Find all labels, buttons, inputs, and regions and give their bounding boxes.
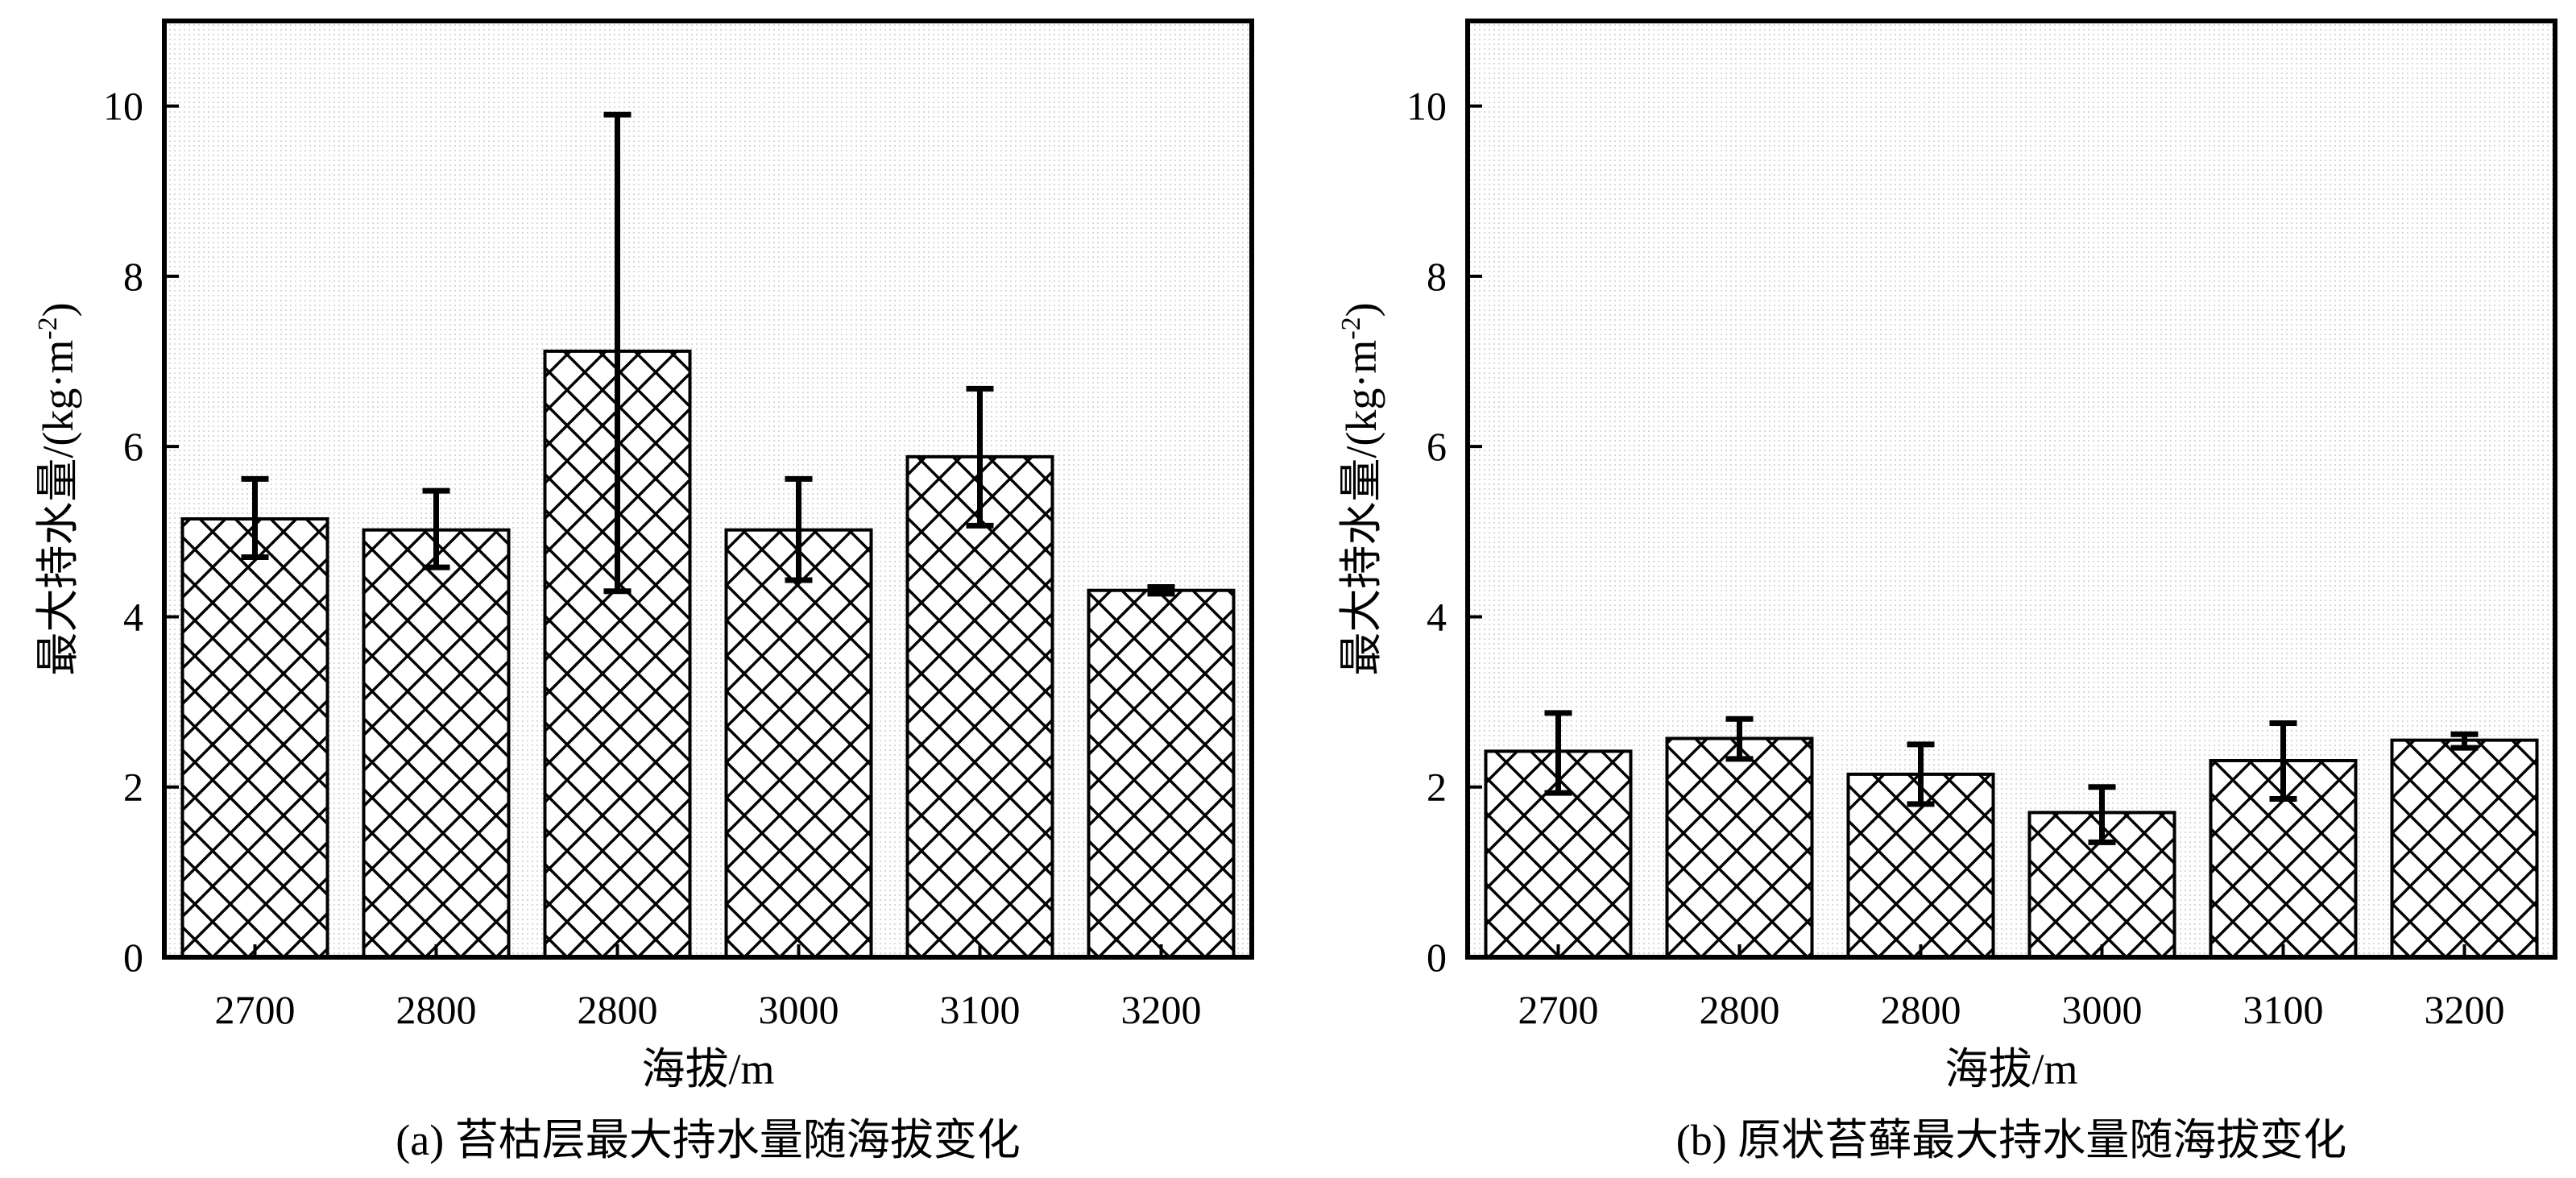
bar <box>2390 738 2539 959</box>
error-bars <box>241 111 1175 597</box>
error-bars <box>1544 710 2479 845</box>
y-axis-label-sup: -2 <box>1336 317 1366 339</box>
chart-panel-a: 0 2 4 6 8 10 2700 2800 2800 3000 3100 3200 海拔/m 最大… <box>33 19 1254 1164</box>
x-tick-label: 2700 <box>215 987 296 1032</box>
y-axis-label-close: ) <box>34 302 82 317</box>
bar <box>724 528 873 959</box>
y-axis-ticks: 0 2 4 6 8 10 <box>103 84 179 980</box>
bar <box>362 528 511 959</box>
y-axis-label-close: ) <box>1337 302 1385 317</box>
chart-caption-a: (a) 苔枯层最大持水量随海拔变化 <box>396 1116 1020 1164</box>
error-bar <box>1725 716 1754 762</box>
error-bar <box>966 385 994 529</box>
error-bar <box>1907 741 1935 807</box>
y-axis-label-sup: -2 <box>33 317 63 339</box>
x-tick-label: 2700 <box>1518 987 1599 1032</box>
y-tick-label: 10 <box>1406 84 1447 129</box>
bar <box>1665 736 1814 959</box>
y-axis-label-main: 最大持水量/(kg·m <box>1337 340 1385 676</box>
x-tick-label: 3100 <box>2243 987 2324 1032</box>
error-bar <box>2269 720 2297 803</box>
bar <box>180 516 329 959</box>
plot-area <box>1468 21 2555 957</box>
y-axis-ticks: 0 2 4 6 8 10 <box>1406 84 1482 980</box>
x-tick-label: 2800 <box>1881 987 1961 1032</box>
x-tick-label: 3000 <box>2062 987 2143 1032</box>
y-axis-label-main: 最大持水量/(kg·m <box>34 340 82 676</box>
plot-frame <box>162 19 1254 960</box>
error-bar <box>1147 583 1175 597</box>
error-bar <box>2088 784 2116 845</box>
y-tick-label: 6 <box>123 424 143 469</box>
error-bar <box>603 111 632 595</box>
error-bar <box>1544 710 1572 796</box>
chart-panel-b: 0 2 4 6 8 10 2700 2800 2800 3000 3100 3200 海拔/m 最大… <box>1336 19 2557 1164</box>
y-tick-label: 2 <box>123 765 143 810</box>
error-bar <box>422 487 450 570</box>
bar <box>905 454 1054 959</box>
y-tick-label: 4 <box>1427 594 1447 639</box>
x-axis-ticks: 2700 2800 2800 3000 3100 3200 <box>1518 944 2505 1032</box>
y-axis-label: 最大持水量/(kg·m-2) <box>1336 302 1385 675</box>
y-tick-label: 0 <box>1427 935 1447 980</box>
x-tick-label: 3200 <box>1121 987 1202 1032</box>
x-tick-label: 3000 <box>759 987 839 1032</box>
error-bar <box>785 475 813 583</box>
bar <box>1087 588 1236 959</box>
x-tick-label: 3100 <box>940 987 1021 1032</box>
error-bar <box>241 475 269 561</box>
y-tick-label: 6 <box>1427 424 1447 469</box>
y-tick-label: 4 <box>123 594 143 639</box>
chart-caption-b: (b) 原状苔藓最大持水量随海拔变化 <box>1676 1116 2346 1164</box>
x-axis-ticks: 2700 2800 2800 3000 3100 3200 <box>215 944 1202 1032</box>
plot-frame <box>1465 19 2557 960</box>
x-tick-label: 2800 <box>396 987 477 1032</box>
x-axis-label: 海拔/m <box>641 1045 774 1093</box>
plot-area <box>164 21 1252 957</box>
y-tick-label: 0 <box>123 935 143 980</box>
y-tick-label: 2 <box>1427 765 1447 810</box>
x-tick-label: 2800 <box>1700 987 1780 1032</box>
y-tick-label: 8 <box>123 254 143 299</box>
x-tick-label: 3200 <box>2425 987 2505 1032</box>
error-bar <box>2450 731 2479 751</box>
y-tick-label: 10 <box>103 84 143 129</box>
x-tick-label: 2800 <box>578 987 658 1032</box>
y-axis-label: 最大持水量/(kg·m-2) <box>33 302 82 675</box>
x-axis-label: 海拔/m <box>1944 1045 2077 1093</box>
y-tick-label: 8 <box>1427 254 1447 299</box>
